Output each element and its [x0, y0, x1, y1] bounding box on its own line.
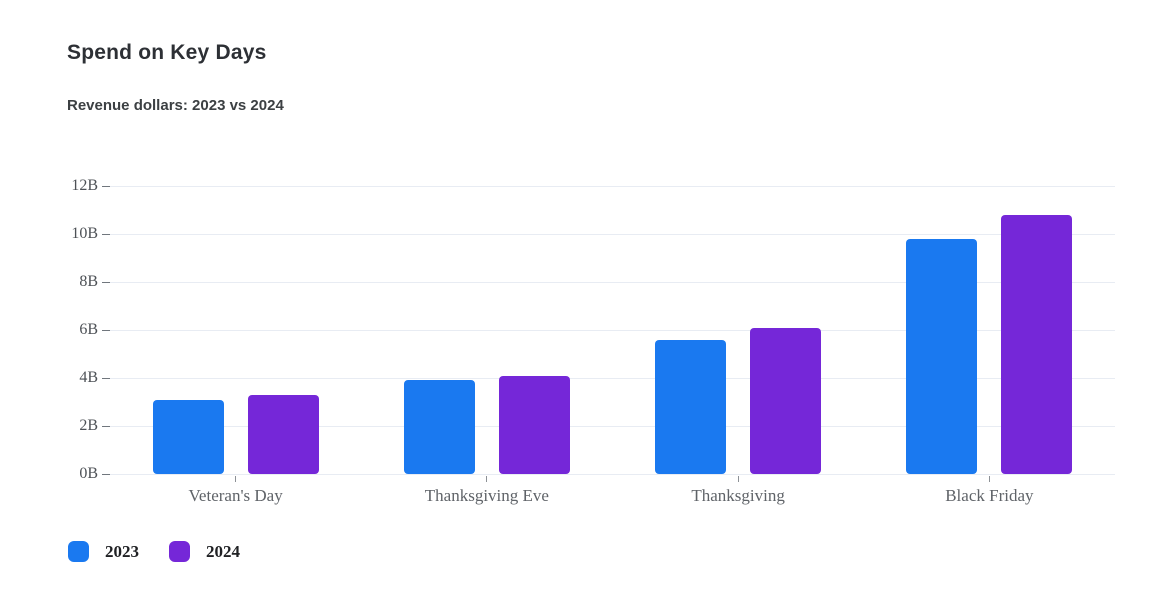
- chart-legend: 2023 2024: [68, 541, 270, 562]
- y-axis-tick-2b: [102, 425, 110, 427]
- bar-2023-veteran-s-day[interactable]: [152, 399, 224, 474]
- gridline-0b: [110, 473, 1115, 475]
- y-axis-label-4b: 4B: [79, 369, 98, 386]
- legend-swatch-2023: [68, 541, 89, 562]
- x-axis-label-black-friday: Black Friday: [945, 486, 1034, 505]
- bar-chart-plot-area: 0B 2B 4B 6B 8B 10B 12B Veteran's Day Thanksgivin…: [71, 178, 1115, 505]
- chart-subtitle: Revenue dollars: 2023 vs 2024: [67, 97, 284, 114]
- x-axis-tick-veteran-s-day: [235, 476, 237, 482]
- legend-swatch-2024: [169, 541, 190, 562]
- bar-2023-thanksgiving[interactable]: [655, 339, 727, 474]
- y-axis-tick-12b: [102, 185, 110, 187]
- bar-2023-thanksgiving-eve[interactable]: [403, 380, 475, 474]
- x-axis-label-veteran-s-day: Veteran's Day: [188, 486, 283, 505]
- y-axis-label-0b: 0B: [79, 465, 98, 482]
- x-axis-tick-black-friday: [988, 476, 990, 482]
- y-axis-tick-8b: [102, 281, 110, 283]
- y-axis-label-6b: 6B: [79, 321, 98, 338]
- bar-2024-thanksgiving-eve[interactable]: [498, 375, 570, 474]
- y-axis-tick-6b: [102, 329, 110, 331]
- y-axis-tick-4b: [102, 377, 110, 379]
- bar-2024-thanksgiving[interactable]: [750, 327, 822, 474]
- y-axis-label-8b: 8B: [79, 273, 98, 290]
- x-axis-tick-thanksgiving-eve: [486, 476, 488, 482]
- legend-label-2023: 2023: [105, 541, 139, 561]
- y-axis-label-2b: 2B: [79, 417, 98, 434]
- gridline-12b: [110, 185, 1115, 187]
- gridline-8b: [110, 281, 1115, 283]
- gridline-6b: [110, 329, 1115, 331]
- gridline-10b: [110, 233, 1115, 235]
- y-axis-label-10b: 10B: [71, 225, 98, 242]
- x-axis-label-thanksgiving: Thanksgiving: [691, 486, 785, 505]
- x-axis-label-thanksgiving-eve: Thanksgiving Eve: [424, 486, 549, 505]
- bar-2023-black-friday[interactable]: [906, 238, 978, 474]
- chart-title: Spend on Key Days: [67, 41, 267, 64]
- gridline-4b: [110, 377, 1115, 379]
- x-axis-tick-thanksgiving: [737, 476, 739, 482]
- bar-2024-black-friday[interactable]: [1001, 214, 1073, 474]
- y-axis-tick-10b: [102, 233, 110, 235]
- legend-item-2024[interactable]: 2024: [169, 541, 240, 562]
- gridline-2b: [110, 425, 1115, 427]
- y-axis-label-12b: 12B: [71, 177, 98, 194]
- y-axis-tick-0b: [102, 473, 110, 475]
- legend-item-2023[interactable]: 2023: [68, 541, 139, 562]
- legend-label-2024: 2024: [206, 541, 240, 561]
- bar-2024-veteran-s-day[interactable]: [247, 394, 319, 474]
